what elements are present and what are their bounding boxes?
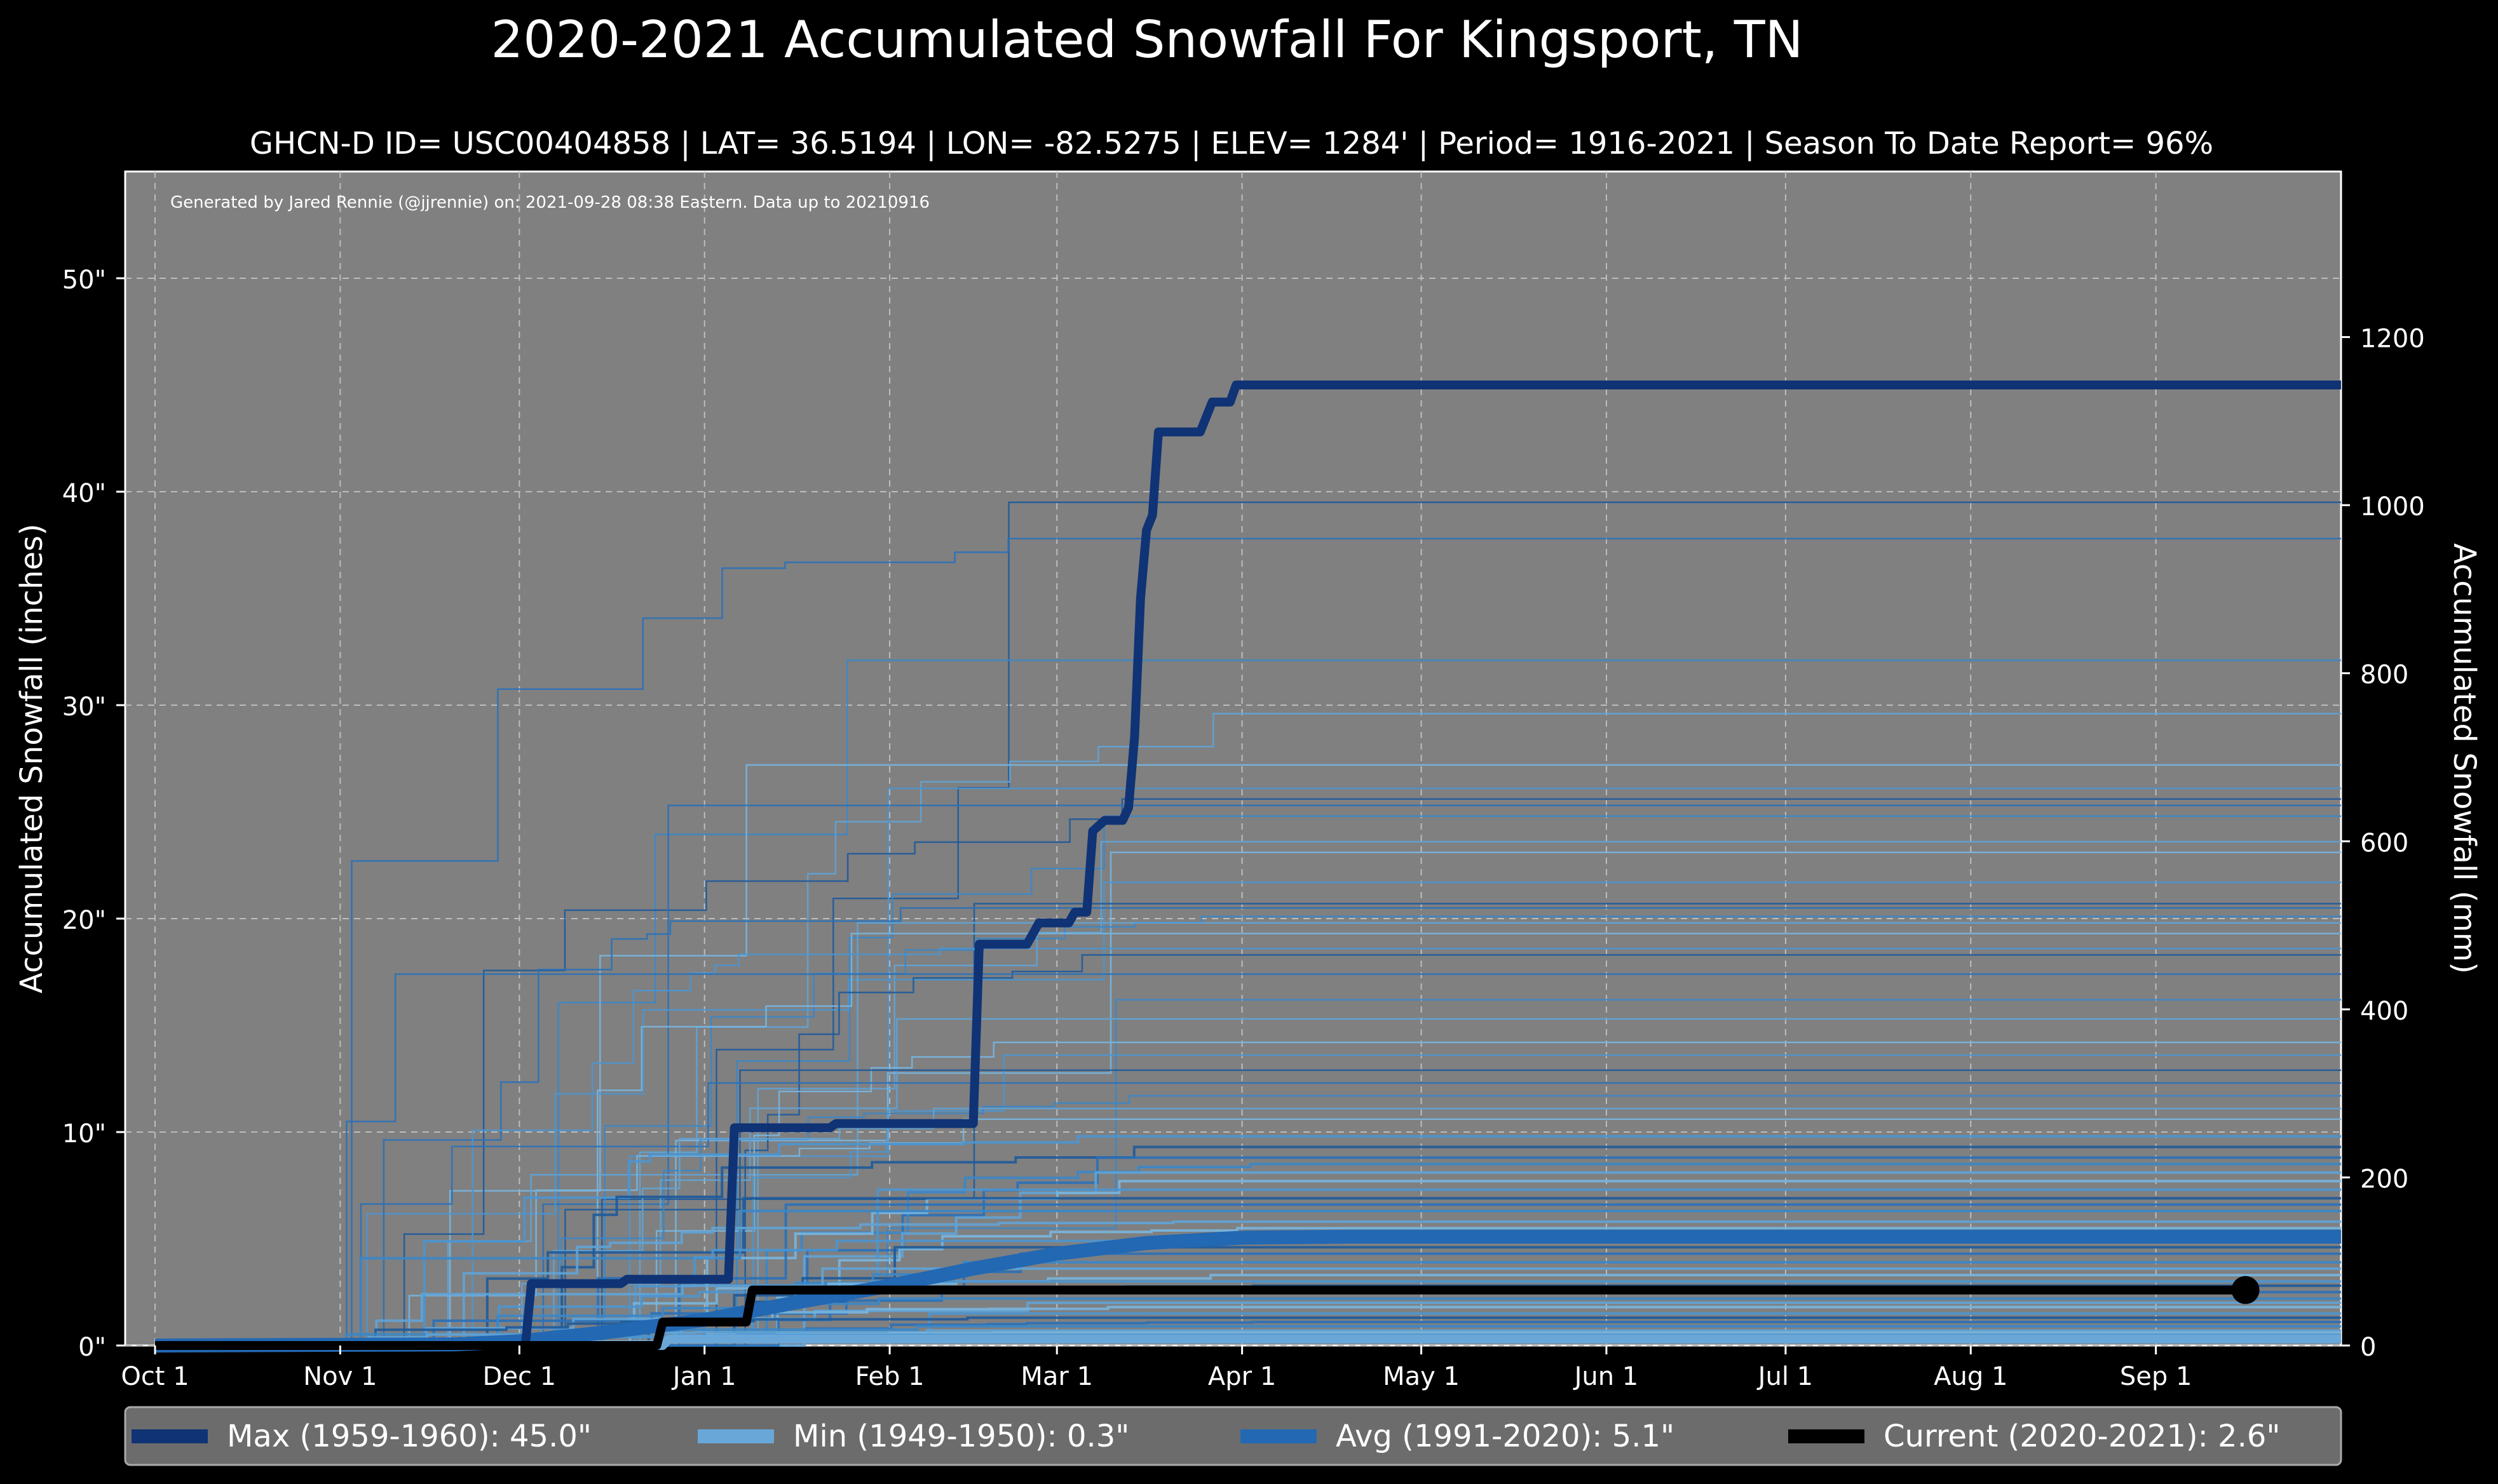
historical-season-line xyxy=(155,907,2341,1347)
legend-item: Current (2020-2021): 2.6" xyxy=(1788,1419,2280,1454)
legend-label: Min (1949-1950): 0.3" xyxy=(793,1419,1129,1454)
historical-season-line xyxy=(155,1197,2341,1347)
x-tick-label: Aug 1 xyxy=(1934,1362,2007,1391)
x-tick-label: Jun 1 xyxy=(1573,1362,1639,1391)
legend-item: Min (1949-1950): 0.3" xyxy=(698,1419,1129,1454)
series-line-current xyxy=(155,1285,2246,1350)
legend-item: Avg (1991-2020): 5.1" xyxy=(1240,1419,1674,1454)
credit-text: Generated by Jared Rennie (@jjrennie) on… xyxy=(170,193,930,212)
chart-subtitle: GHCN-D ID= USC00404858 | LAT= 36.5194 | … xyxy=(250,126,2213,161)
historical-season-line xyxy=(155,1145,2341,1347)
left-tick-label: 50" xyxy=(62,266,106,295)
historical-season-line xyxy=(155,1054,2341,1347)
grid-lines xyxy=(125,172,2341,1346)
legend: Max (1959-1960): 45.0" Min (1949-1950): 0… xyxy=(124,1406,2342,1466)
historical-season-line xyxy=(155,1220,2341,1347)
left-y-axis: 0" 10" 20" 30" 40" 50" xyxy=(62,266,125,1362)
historical-season-line xyxy=(155,922,2341,1347)
historical-season-line xyxy=(155,1107,2341,1347)
right-tick-label: 800 xyxy=(2360,661,2408,690)
current-endpoint-marker xyxy=(2231,1276,2260,1304)
right-y-axis: 0 200 400 600 800 1000 1200 xyxy=(2341,325,2425,1362)
historical-season-line xyxy=(155,537,2341,1347)
historical-season-line xyxy=(155,933,2341,1347)
historical-season-line xyxy=(155,1095,2341,1347)
series-line-max xyxy=(155,381,2341,1350)
historical-season-line xyxy=(155,713,2341,1347)
right-tick-label: 600 xyxy=(2360,828,2408,858)
y-axis-label-left: Accumulated Snowfall (inches) xyxy=(14,523,50,994)
x-tick-label: Dec 1 xyxy=(483,1362,557,1391)
legend-label: Current (2020-2021): 2.6" xyxy=(1884,1419,2280,1454)
highlighted-series xyxy=(154,381,2341,1352)
right-tick-label: 1000 xyxy=(2360,492,2425,522)
right-tick-label: 200 xyxy=(2360,1164,2408,1194)
chart-title: 2020-2021 Accumulated Snowfall For Kings… xyxy=(491,10,1803,69)
legend-box xyxy=(124,1406,2342,1466)
left-tick-label: 0" xyxy=(78,1333,106,1362)
right-tick-label: 0 xyxy=(2360,1333,2376,1362)
x-axis: Oct 1 Nov 1 Dec 1 Jan 1 Feb 1 Mar 1 Apr 1 May 1… xyxy=(121,1346,2192,1391)
historical-season-line xyxy=(155,659,2341,1347)
x-tick-label: Apr 1 xyxy=(1208,1362,1276,1391)
y-axis-label-right: Accumulated Snowfall (mm) xyxy=(2447,543,2482,974)
historical-season-line xyxy=(155,947,2341,1347)
x-tick-label: Jul 1 xyxy=(1756,1362,1813,1391)
x-tick-label: Sep 1 xyxy=(2120,1362,2192,1391)
historical-season-line xyxy=(155,1280,2341,1347)
x-tick-label: Jan 1 xyxy=(671,1362,737,1391)
x-tick-label: Nov 1 xyxy=(303,1362,377,1391)
historical-season-line xyxy=(155,1041,2341,1347)
legend-item: Max (1959-1960): 45.0" xyxy=(132,1419,592,1454)
right-tick-label: 1200 xyxy=(2360,325,2425,354)
left-tick-label: 10" xyxy=(62,1119,106,1149)
left-tick-label: 20" xyxy=(62,906,106,935)
x-tick-label: May 1 xyxy=(1383,1362,1460,1391)
legend-label: Max (1959-1960): 45.0" xyxy=(227,1419,592,1454)
historical-season-line xyxy=(155,881,2341,1347)
historical-season-line xyxy=(155,1171,2341,1347)
x-tick-label: Mar 1 xyxy=(1021,1362,1093,1391)
right-tick-label: 400 xyxy=(2360,997,2408,1026)
x-tick-label: Oct 1 xyxy=(121,1362,189,1391)
historical-season-line xyxy=(155,954,2341,1347)
historical-season-line xyxy=(155,1135,2341,1347)
left-tick-label: 40" xyxy=(62,479,106,508)
historical-season-line xyxy=(155,1018,2341,1347)
historical-season-lines xyxy=(155,501,2341,1347)
plot-area xyxy=(124,170,2342,1347)
x-tick-label: Feb 1 xyxy=(855,1362,925,1391)
left-tick-label: 30" xyxy=(62,692,106,722)
historical-season-line xyxy=(155,501,2341,1347)
legend-label: Avg (1991-2020): 5.1" xyxy=(1336,1419,1674,1454)
